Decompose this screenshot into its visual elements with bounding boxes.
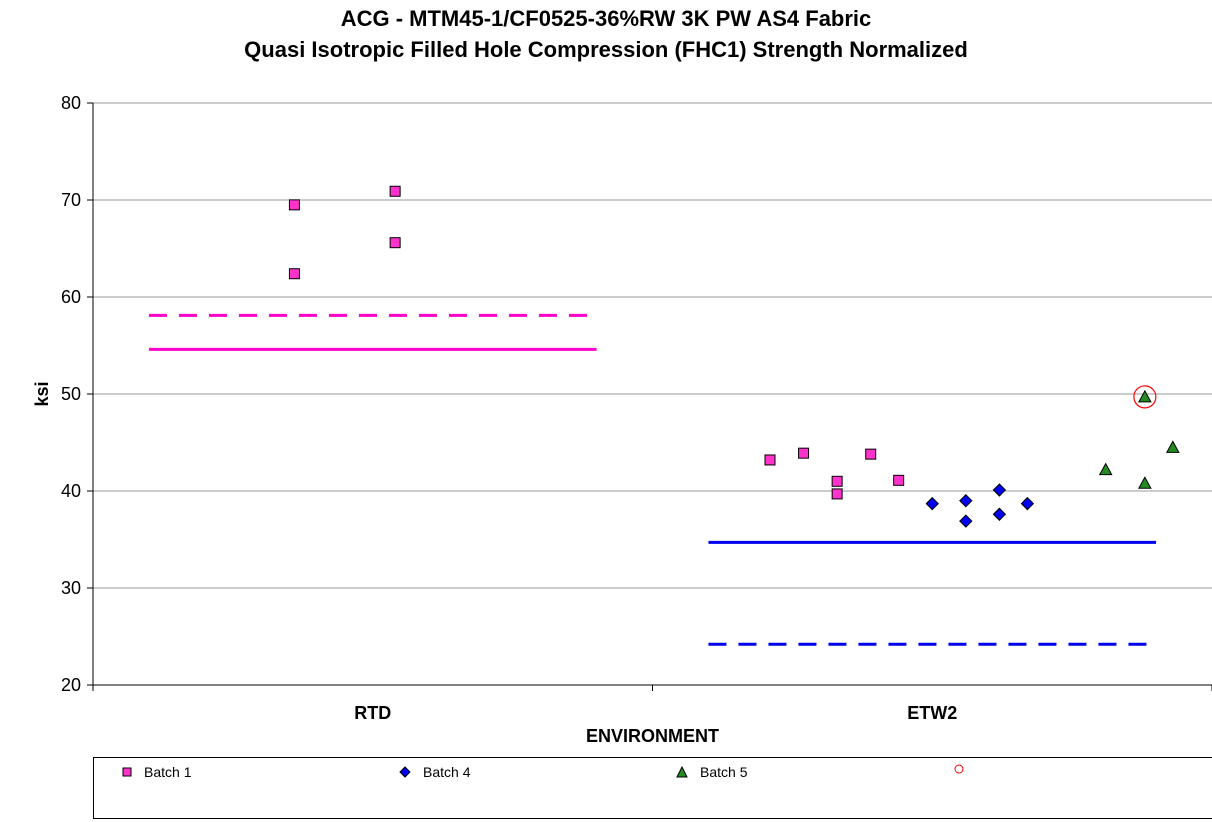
chart-subtitle: Quasi Isotropic Filled Hole Compression …: [244, 37, 968, 62]
legend-label: Batch 1: [144, 764, 192, 780]
y-tick-label: 50: [61, 384, 81, 404]
legend-item-batch-1: Batch 1: [122, 764, 191, 780]
batch-4-point: [959, 514, 973, 528]
legend-item-batch-4: Batch 4: [399, 764, 470, 780]
y-tick-label: 60: [61, 287, 81, 307]
batch-4-point: [992, 507, 1007, 521]
batch-1-point: [831, 488, 843, 500]
y-tick-label: 70: [61, 190, 81, 210]
batch-1-point: [831, 475, 843, 487]
batch-5-point: [1098, 462, 1113, 476]
y-axis-title: ksi: [32, 381, 52, 406]
legend-label: Batch 5: [700, 764, 748, 780]
legend-label: Batch 4: [423, 764, 471, 780]
batch-4-point: [992, 483, 1007, 497]
x-axis-title: ENVIRONMENT: [586, 726, 719, 746]
outlier-circle: [1133, 385, 1157, 409]
batch-1-point: [288, 199, 300, 211]
open-circle-marker-icon: [954, 764, 964, 774]
axis-labels: 20 30 40 50 60 70 80 RTD ETW2 ENVIRONMENT ksi: [32, 93, 957, 746]
batch-1-point: [865, 448, 877, 460]
batch-4-point: [959, 493, 973, 508]
y-tick-label: 30: [61, 578, 81, 598]
axes: [87, 102, 1212, 691]
batch-1-point: [798, 447, 810, 459]
y-tick-label: 80: [61, 93, 81, 113]
x-tick-label: RTD: [354, 703, 391, 723]
legend: Batch 1 Batch 4 Batch 5: [93, 757, 1212, 819]
batch-1-point: [764, 454, 776, 466]
square-marker-icon: [122, 767, 132, 777]
batch-5-point: [1165, 440, 1180, 453]
grid-lines: [93, 102, 1212, 686]
chart-plot: 20 30 40 50 60 70 80 RTD ETW2 ENVIRONMENT ksi: [32, 93, 1212, 746]
y-tick-label: 20: [61, 675, 81, 695]
batch-1-point: [288, 268, 300, 280]
batch-1-point: [893, 474, 905, 486]
data-markers: [288, 185, 1180, 528]
diamond-marker-icon: [399, 766, 411, 778]
batch-5-point: [1138, 476, 1152, 489]
batch-4-point: [925, 496, 939, 511]
batch-4-point: [1020, 496, 1035, 511]
legend-item-batch-5: Batch 5: [676, 764, 747, 780]
batch-5-point: [1138, 389, 1152, 403]
legend-item-circle: [954, 764, 976, 774]
y-tick-label: 40: [61, 481, 81, 501]
triangle-marker-icon: [676, 766, 688, 778]
reference-lines: [148, 313, 1157, 646]
batch-1-point: [389, 237, 401, 249]
chart-title: ACG - MTM45-1/CF0525-36%RW 3K PW AS4 Fab…: [340, 6, 872, 31]
x-tick-label: ETW2: [907, 703, 957, 723]
batch-1-point: [389, 185, 401, 197]
